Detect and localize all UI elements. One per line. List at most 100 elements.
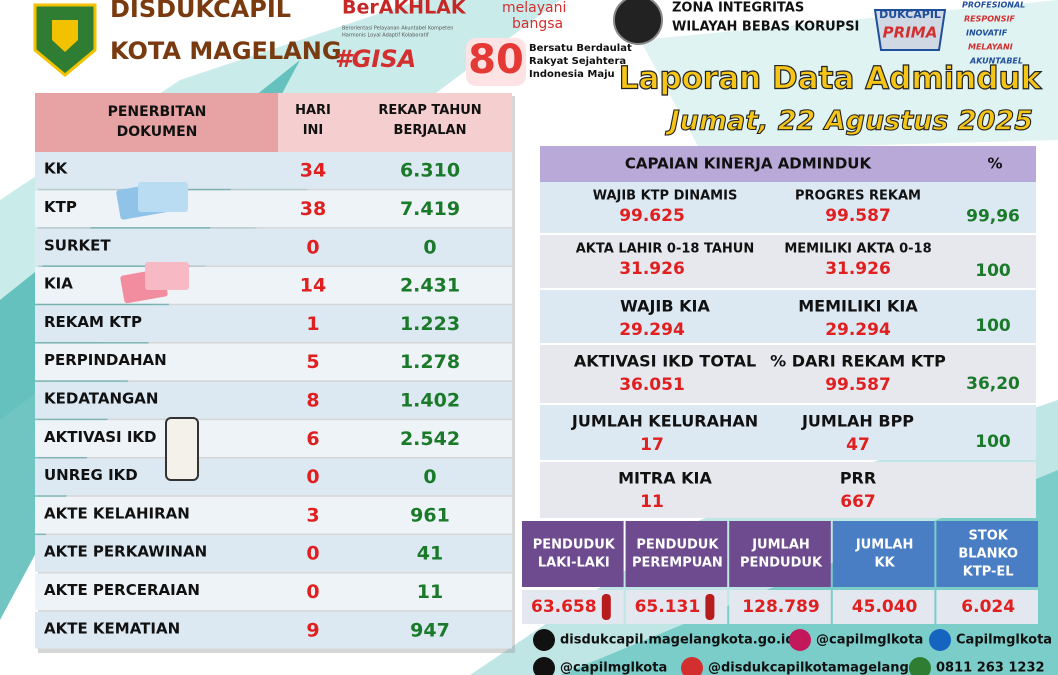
zona-logo bbox=[613, 0, 663, 45]
year-count: 1.278 bbox=[400, 351, 460, 373]
indicator-label: PRR bbox=[840, 469, 876, 488]
org-name: KOTA MAGELANG bbox=[110, 37, 342, 65]
population-header: KK bbox=[875, 556, 896, 571]
population-value-bg bbox=[832, 590, 935, 624]
table-row bbox=[35, 228, 512, 266]
table-row bbox=[35, 496, 512, 534]
today-count: 0 bbox=[306, 581, 319, 603]
prima-logo bbox=[873, 9, 947, 51]
gisa: #GISA bbox=[335, 45, 416, 73]
logo-80: 80 bbox=[468, 37, 524, 83]
kia-card-icon bbox=[145, 262, 189, 290]
population-value: 65.131 bbox=[635, 597, 701, 617]
person-icon bbox=[601, 594, 611, 620]
document-name: AKTE KEMATIAN bbox=[44, 619, 180, 637]
population-header: LAKI-LAKI bbox=[538, 556, 610, 571]
year-count: 947 bbox=[410, 619, 450, 641]
year-count: 6.310 bbox=[400, 160, 460, 182]
page-date: Jumat, 22 Agustus 2025 bbox=[665, 106, 1033, 137]
table-row bbox=[35, 573, 512, 611]
slogan: Rakyat Sejahtera bbox=[529, 56, 626, 67]
contact-icon bbox=[929, 629, 951, 651]
document-name: UNREG IKD bbox=[44, 466, 138, 484]
table-header: HARI INI bbox=[295, 103, 331, 138]
document-name: SURKET bbox=[44, 236, 111, 254]
indicator-value: 29.294 bbox=[825, 320, 891, 340]
year-count: 0 bbox=[423, 466, 436, 488]
population-header-bg bbox=[522, 521, 624, 587]
indicator-label: MEMILIKI AKTA 0-18 bbox=[784, 242, 931, 257]
year-count: 2.431 bbox=[400, 275, 460, 297]
indicator-value: 29.294 bbox=[619, 320, 685, 340]
indicator-value: 17 bbox=[640, 435, 664, 455]
today-count: 5 bbox=[306, 351, 319, 373]
melayani: melayani bbox=[502, 0, 566, 16]
year-count: 1.223 bbox=[400, 313, 460, 335]
contact-icon bbox=[533, 629, 555, 651]
table-row bbox=[35, 152, 512, 189]
indicator-label: JUMLAH KELURAHAN bbox=[571, 412, 758, 431]
berakhlak-sub: Berorientasi Pelayanan Akuntabel Kompete… bbox=[342, 26, 453, 32]
population-header-bg bbox=[832, 521, 935, 587]
ktp-card-icon bbox=[138, 182, 188, 212]
org-name: DISDUKCAPIL bbox=[110, 0, 291, 23]
contact-x: @capilmglkota bbox=[560, 661, 667, 675]
document-name: PERPINDAHAN bbox=[44, 351, 167, 369]
today-count: 3 bbox=[306, 504, 319, 526]
perf-row bbox=[540, 182, 1036, 233]
document-name: KIA bbox=[44, 275, 73, 293]
perf-header: CAPAIAN KINERJA ADMINDUK bbox=[625, 155, 873, 173]
population-header: KTP-EL bbox=[963, 565, 1014, 580]
population-value: 128.789 bbox=[742, 597, 819, 617]
tagline: AKUNTABEL bbox=[969, 57, 1023, 66]
population-value: 6.024 bbox=[961, 597, 1015, 617]
indicator-label: AKTA LAHIR 0-18 TAHUN bbox=[576, 242, 754, 257]
population-header-bg bbox=[625, 521, 728, 587]
population-header: STOK bbox=[969, 529, 1009, 544]
perf-row bbox=[540, 235, 1036, 288]
today-count: 0 bbox=[306, 236, 319, 258]
indicator-label: MITRA KIA bbox=[618, 469, 712, 488]
population-value-bg bbox=[729, 590, 831, 624]
table-row bbox=[35, 611, 512, 649]
table-row bbox=[35, 381, 512, 419]
table-header: PENERBITAN DOKUMEN bbox=[108, 104, 207, 140]
perf-row bbox=[540, 405, 1036, 460]
document-name: KEDATANGAN bbox=[44, 390, 158, 408]
bg-shape bbox=[640, 0, 1058, 150]
population-value: 45.040 bbox=[852, 597, 918, 617]
contact-icon bbox=[533, 657, 555, 675]
prima: PRIMA bbox=[883, 24, 938, 42]
document-name: REKAM KTP bbox=[44, 313, 142, 331]
slogan: Bersatu Berdaulat bbox=[529, 43, 632, 54]
year-count: 41 bbox=[417, 543, 443, 565]
berakhlak: BerAKHLAK bbox=[342, 0, 467, 19]
today-count: 14 bbox=[300, 275, 326, 297]
contact-youtube: @disdukcapilkotamagelang bbox=[708, 661, 909, 675]
percentage: 99,96 bbox=[966, 206, 1020, 226]
contact-icon bbox=[909, 657, 931, 675]
tagline: PROFESIONAL bbox=[962, 1, 1025, 10]
contact-icon bbox=[681, 657, 703, 675]
population-header: JUMLAH bbox=[855, 538, 914, 553]
year-count: 11 bbox=[417, 581, 443, 603]
population-header: PEREMPUAN bbox=[632, 556, 723, 571]
today-count: 0 bbox=[306, 543, 319, 565]
indicator-value: 11 bbox=[640, 492, 664, 512]
perf-row bbox=[540, 462, 1036, 518]
population-header: BLANKO bbox=[958, 547, 1018, 562]
perf-header: % bbox=[987, 155, 1002, 173]
indicator-label: JUMLAH BPP bbox=[801, 412, 914, 431]
table-header-bg bbox=[278, 93, 512, 152]
document-name: KK bbox=[44, 160, 69, 178]
page-title: Laporan Data Adminduk bbox=[619, 61, 1043, 97]
table-header-bg bbox=[35, 93, 278, 152]
indicator-label: WAJIB KTP DINAMIS bbox=[593, 189, 738, 204]
population-header: JUMLAH bbox=[751, 538, 810, 553]
indicator-label: WAJIB KIA bbox=[620, 297, 710, 316]
today-count: 1 bbox=[306, 313, 319, 335]
person-icon bbox=[705, 594, 715, 620]
document-name: AKTIVASI IKD bbox=[44, 428, 157, 446]
year-count: 961 bbox=[410, 504, 450, 526]
year-count: 0 bbox=[423, 236, 436, 258]
